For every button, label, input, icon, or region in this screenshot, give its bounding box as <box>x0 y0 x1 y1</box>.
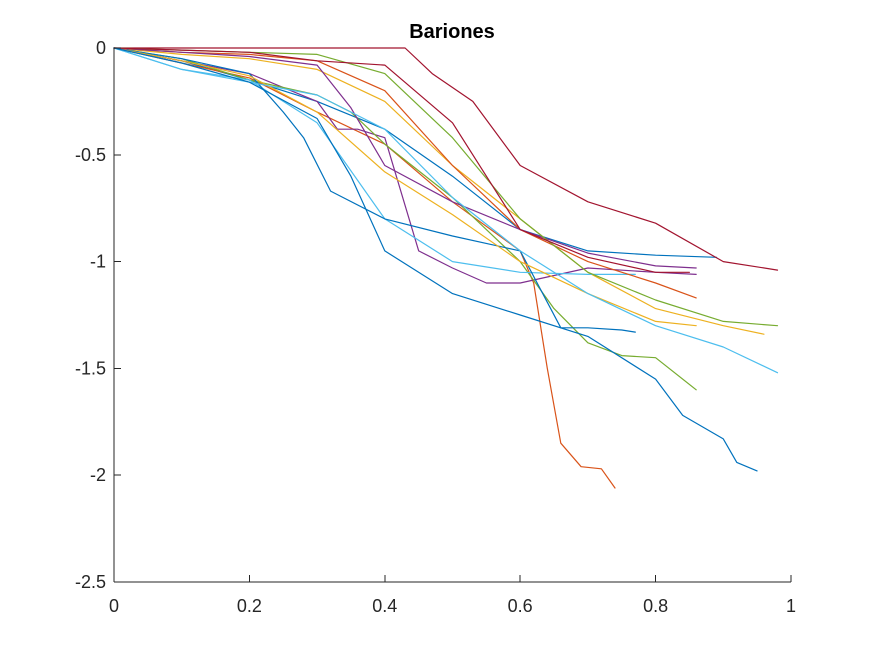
series-line-8 <box>113 47 636 333</box>
y-tick-label: -2 <box>90 465 106 485</box>
series-line-11 <box>113 47 697 269</box>
x-tick-label: 0.2 <box>237 596 262 616</box>
series-line-2 <box>113 47 616 489</box>
chart-title: Bariones <box>409 21 495 43</box>
x-tick-label: 0 <box>109 596 119 616</box>
series-line-13 <box>113 47 779 374</box>
y-tick-label: -2.5 <box>75 572 106 592</box>
series-line-15 <box>113 47 758 472</box>
x-tick-label: 0.6 <box>508 596 533 616</box>
series-line-5 <box>113 47 697 391</box>
y-tick-label: -1.5 <box>75 358 106 378</box>
series-line-6 <box>113 47 636 275</box>
y-ticks: 0 -0.5 -1 -1.5 -2 -2.5 <box>75 38 121 592</box>
series-line-12 <box>113 47 779 327</box>
x-tick-label: 0.4 <box>372 596 397 616</box>
x-tick-label: 0.8 <box>643 596 668 616</box>
series-line-7 <box>113 47 779 271</box>
series-line-1 <box>113 47 718 258</box>
y-tick-label: -1 <box>90 252 106 272</box>
axes <box>113 48 791 583</box>
x-tick-label: 1 <box>786 596 796 616</box>
x-ticks: 0 0.2 0.4 0.6 0.8 1 <box>109 575 796 616</box>
y-tick-label: 0 <box>96 38 106 58</box>
series-layer <box>113 47 779 489</box>
y-tick-label: -0.5 <box>75 145 106 165</box>
series-line-9 <box>113 47 697 299</box>
series-line-3 <box>113 47 765 335</box>
series-line-14 <box>113 47 691 273</box>
series-line-4 <box>113 47 697 284</box>
series-line-10 <box>113 47 697 327</box>
